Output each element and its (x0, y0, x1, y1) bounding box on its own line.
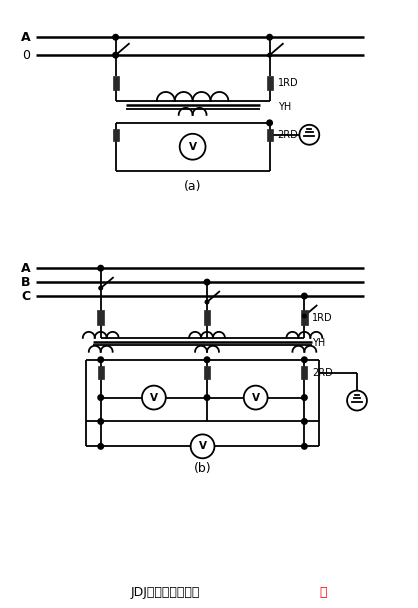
Bar (267, 129, 273, 140)
Text: V: V (252, 393, 260, 402)
Bar (97, 311, 104, 325)
Circle shape (301, 395, 307, 400)
Circle shape (98, 419, 104, 424)
Text: V: V (199, 441, 206, 451)
Circle shape (299, 125, 319, 145)
Text: 2RD: 2RD (312, 368, 333, 378)
Text: 2RD: 2RD (278, 130, 298, 140)
Circle shape (301, 419, 307, 424)
Bar (112, 129, 119, 140)
Bar (267, 76, 273, 90)
Circle shape (142, 385, 166, 410)
Circle shape (301, 357, 307, 362)
Text: YH: YH (312, 338, 326, 348)
Circle shape (267, 35, 273, 40)
Circle shape (114, 54, 117, 57)
Text: 0: 0 (22, 49, 30, 61)
Circle shape (244, 385, 268, 410)
Circle shape (98, 395, 104, 400)
Circle shape (98, 357, 104, 362)
Bar (204, 311, 211, 325)
Text: 1RD: 1RD (278, 78, 298, 88)
Circle shape (113, 35, 118, 40)
Circle shape (204, 357, 210, 362)
Text: B: B (21, 275, 30, 289)
Text: 线: 线 (319, 586, 327, 599)
Circle shape (205, 300, 209, 304)
Circle shape (191, 434, 214, 458)
Bar (301, 311, 308, 325)
Text: C: C (21, 289, 30, 303)
Bar (112, 76, 119, 90)
Circle shape (301, 444, 307, 449)
Circle shape (347, 390, 367, 410)
Text: (a): (a) (184, 180, 201, 193)
Circle shape (204, 395, 210, 400)
Bar (204, 366, 210, 379)
Circle shape (301, 293, 307, 299)
Text: JDJ型电压互感器接: JDJ型电压互感器接 (130, 586, 200, 599)
Circle shape (113, 52, 118, 58)
Text: A: A (20, 31, 30, 44)
Circle shape (180, 134, 206, 160)
Text: V: V (150, 393, 158, 402)
Text: V: V (189, 142, 196, 152)
Circle shape (268, 54, 271, 57)
Text: A: A (20, 261, 30, 275)
Bar (301, 366, 307, 379)
Circle shape (303, 314, 306, 318)
Bar (98, 366, 104, 379)
Circle shape (98, 265, 104, 271)
Circle shape (98, 444, 104, 449)
Text: 1RD: 1RD (312, 313, 333, 323)
Text: (b): (b) (194, 461, 212, 475)
Circle shape (204, 279, 210, 285)
Text: YH: YH (278, 102, 291, 112)
Circle shape (99, 286, 102, 290)
Circle shape (267, 120, 273, 126)
